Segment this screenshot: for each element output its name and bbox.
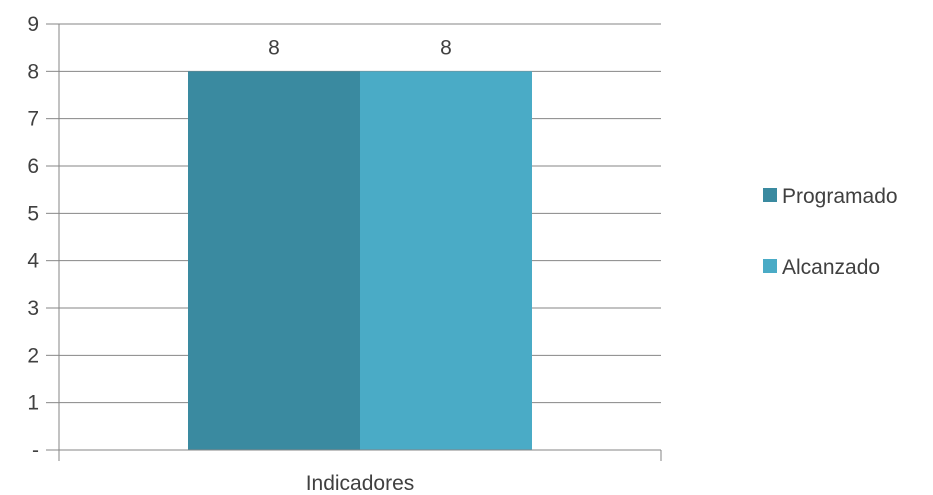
y-tick-label: 3 bbox=[27, 297, 39, 320]
data-label: 8 bbox=[268, 36, 280, 59]
y-tick-label: 9 bbox=[27, 13, 39, 36]
legend: Programado Alcanzado bbox=[763, 185, 898, 279]
data-label: 8 bbox=[440, 36, 452, 59]
y-tick-label: 8 bbox=[27, 60, 39, 83]
y-tick-label: 4 bbox=[27, 250, 39, 273]
legend-swatch bbox=[763, 188, 777, 202]
y-tick-label: 1 bbox=[27, 392, 39, 415]
y-tick-labels: - 1 2 3 4 5 6 7 8 9 bbox=[27, 13, 39, 462]
y-tick-label: 6 bbox=[27, 155, 39, 178]
y-tick-label: 2 bbox=[27, 344, 39, 367]
legend-swatch bbox=[763, 259, 777, 273]
x-tick-label: Indicadores bbox=[306, 472, 415, 495]
y-tick-label: - bbox=[32, 439, 39, 462]
bar-alcanzado bbox=[360, 71, 532, 450]
legend-label: Programado bbox=[782, 185, 898, 208]
x-tick-labels: Indicadores bbox=[306, 472, 415, 495]
y-tick-label: 5 bbox=[27, 202, 39, 225]
bar-programado bbox=[188, 71, 360, 450]
y-tick-label: 7 bbox=[27, 108, 39, 131]
axes bbox=[46, 23, 662, 461]
bars bbox=[188, 71, 532, 450]
legend-label: Alcanzado bbox=[782, 256, 880, 279]
